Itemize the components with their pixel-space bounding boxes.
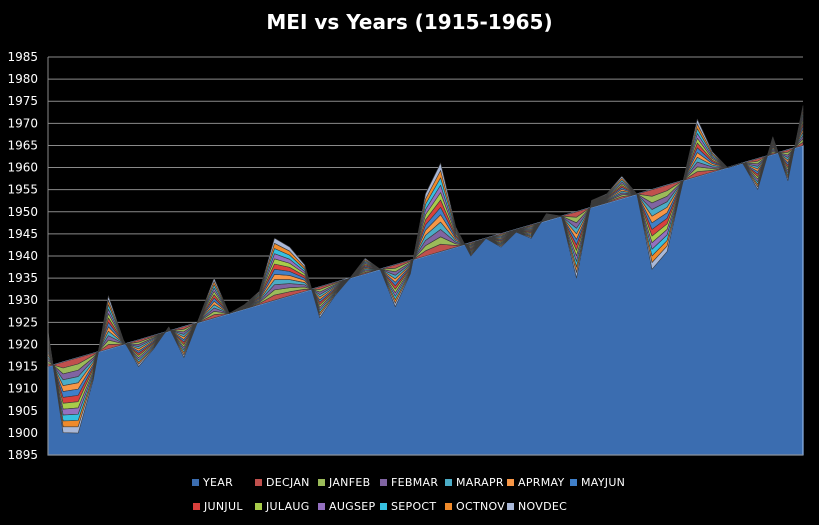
legend-item-janfeb: JANFEB [318,476,370,489]
legend-swatch [507,479,514,486]
legend-item-novdec: NOVDEC [507,500,567,513]
y-tick-label: 1900 [7,426,38,440]
legend-label: JANFEB [329,476,371,489]
legend-label: YEAR [203,476,234,489]
y-tick-label: 1935 [7,271,38,285]
y-tick-label: 1980 [7,72,38,86]
legend-label: JULAUG [266,500,310,513]
y-tick-label: 1905 [7,404,38,418]
legend-swatch [507,503,514,510]
y-tick-label: 1945 [7,227,38,241]
legend-label: OCTNOV [456,500,506,513]
legend-item-decjan: DECJAN [255,476,310,489]
y-tick-label: 1930 [7,293,38,307]
legend-item-mayjun: MAYJUN [570,476,625,489]
legend-swatch [255,503,262,510]
y-tick-label: 1895 [7,448,38,462]
y-tick-label: 1965 [7,138,38,152]
legend-item-febmar: FEBMAR [380,476,438,489]
y-tick-label: 1955 [7,183,38,197]
legend-item-augsep: AUGSEP [318,500,375,513]
legend-label: AUGSEP [329,500,376,513]
legend-label: MARAPR [456,476,504,489]
legend-swatch [255,479,262,486]
area-novdec [47,105,804,434]
legend-label: JUNJUL [204,500,243,513]
legend-label: MAYJUN [581,476,626,489]
legend-swatch [445,503,452,510]
y-tick-label: 1940 [7,249,38,263]
y-tick-label: 1925 [7,315,38,329]
y-tick-label: 1920 [7,337,38,351]
legend-swatch [445,479,452,486]
y-tick-label: 1960 [7,161,38,175]
y-tick-label: 1975 [7,94,38,108]
legend-item-julaug: JULAUG [255,500,310,513]
legend-label: SEPOCT [391,500,437,513]
legend-swatch [192,479,199,486]
y-tick-label: 1950 [7,205,38,219]
legend-item-sepoct: SEPOCT [380,500,436,513]
legend-swatch [380,479,387,486]
y-tick-label: 1985 [7,50,38,64]
chart-title: MEI vs Years (1915-1965) [266,10,553,34]
y-tick-label: 1970 [7,116,38,130]
y-tick-label: 1910 [7,382,38,396]
legend-item-aprmay: APRMAY [507,476,564,489]
legend-swatch [570,479,577,486]
legend-swatch [380,503,387,510]
legend-item-junjul: JUNJUL [193,500,243,513]
legend-swatch [193,503,200,510]
legend-item-octnov: OCTNOV [445,500,505,513]
legend-item-year: YEAR [192,476,233,489]
legend-label: NOVDEC [518,500,568,513]
legend-label: DECJAN [266,476,310,489]
legend-label: FEBMAR [391,476,439,489]
legend-item-marapr: MARAPR [445,476,504,489]
legend-swatch [318,503,325,510]
y-tick-label: 1915 [7,360,38,374]
legend-label: APRMAY [518,476,565,489]
legend-swatch [318,479,325,486]
